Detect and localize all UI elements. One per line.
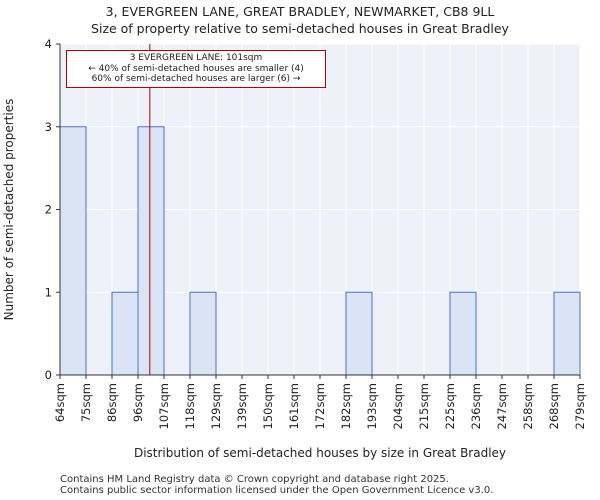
x-tick-label: 118sqm [183, 383, 197, 429]
x-tick-label: 193sqm [365, 383, 379, 429]
x-tick-label: 86sqm [105, 383, 119, 422]
annotation-line-3: 60% of semi-detached houses are larger (… [91, 74, 301, 84]
x-tick-label: 258sqm [521, 383, 535, 429]
x-tick-label: 268sqm [547, 383, 561, 429]
x-tick-label: 107sqm [157, 383, 171, 429]
y-tick-label: 2 [45, 203, 52, 217]
bar [553, 291, 581, 376]
x-tick-label: 161sqm [287, 383, 301, 429]
y-axis-label: Number of semi-detached properties [2, 99, 16, 321]
annotation-line-2: ← 40% of semi-detached houses are smalle… [88, 63, 304, 74]
bar [449, 291, 477, 376]
annotation-line-1: 3 EVERGREEN LANE: 101sqm [129, 53, 263, 63]
bar [189, 291, 217, 376]
x-tick-label: 204sqm [391, 383, 405, 429]
x-tick-label: 247sqm [495, 383, 509, 429]
x-tick-label: 172sqm [313, 383, 327, 429]
y-tick-label: 0 [45, 368, 52, 382]
x-tick-label: 96sqm [131, 383, 145, 422]
x-tick-label: 139sqm [235, 383, 249, 429]
footer-line-2: Contains public sector information licen… [60, 485, 494, 496]
y-tick-label: 1 [45, 285, 52, 299]
x-tick-label: 236sqm [469, 383, 483, 429]
x-tick-label: 225sqm [443, 383, 457, 429]
y-tick-label: 3 [45, 120, 52, 134]
bar [111, 291, 139, 376]
bars [59, 126, 581, 376]
x-tick-label: 279sqm [573, 383, 587, 429]
x-tick-labels: 64sqm 75sqm 86sqm 96sqm 107sqm 118sqm 129sqm 13… [53, 375, 587, 429]
grid-lines [59, 43, 581, 376]
x-tick-label: 75sqm [79, 383, 93, 422]
x-tick-label: 150sqm [261, 383, 275, 429]
annotation-box: 3 EVERGREEN LANE: 101sqm ← 40% of semi-d… [66, 50, 326, 88]
bar [345, 291, 373, 376]
x-tick-label: 64sqm [53, 383, 67, 422]
bar [137, 126, 165, 376]
x-tick-label: 129sqm [209, 383, 223, 429]
footer-line-1: Contains HM Land Registry data © Crown c… [60, 474, 449, 485]
x-axis-label: Distribution of semi-detached houses by … [134, 446, 506, 460]
chart-title: 3, EVERGREEN LANE, GREAT BRADLEY, NEWMAR… [105, 4, 495, 19]
chart-subtitle: Size of property relative to semi-detach… [91, 21, 509, 36]
y-tick-label: 4 [45, 37, 52, 51]
x-tick-label: 215sqm [417, 383, 431, 429]
x-tick-label: 182sqm [339, 383, 353, 429]
bar [59, 126, 87, 376]
y-tick-labels: 0 1 2 3 4 [45, 37, 60, 382]
